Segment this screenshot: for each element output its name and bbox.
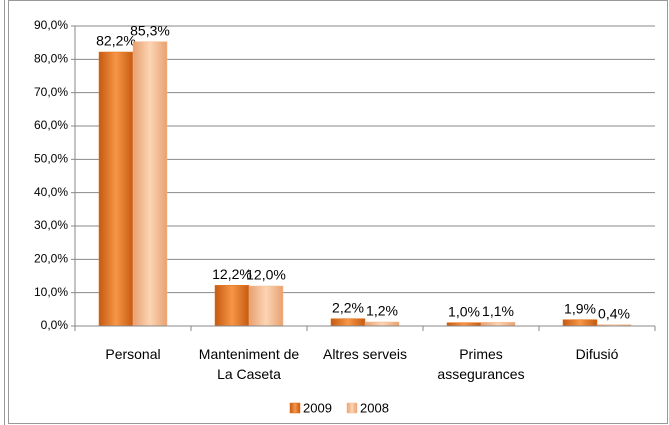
data-label: 85,3% bbox=[130, 22, 170, 38]
bar bbox=[248, 285, 284, 327]
y-tick-label: 90,0% bbox=[34, 18, 68, 32]
data-label: 0,4% bbox=[598, 305, 630, 321]
data-label: 1,1% bbox=[482, 303, 514, 319]
data-label: 1,9% bbox=[564, 300, 596, 316]
bar bbox=[132, 41, 168, 327]
x-tick-label: Personal bbox=[105, 346, 161, 362]
y-tick-label: 20,0% bbox=[34, 252, 68, 266]
bar bbox=[214, 285, 250, 327]
data-label: 82,2% bbox=[96, 33, 136, 49]
legend-swatch bbox=[289, 402, 301, 414]
data-label: 12,2% bbox=[212, 266, 252, 282]
data-label: 1,0% bbox=[448, 303, 480, 319]
data-label: 12,0% bbox=[246, 267, 286, 283]
bar bbox=[330, 318, 366, 327]
x-tick-label: Manteniment de La Caseta bbox=[198, 346, 300, 382]
y-tick-label: 30,0% bbox=[34, 218, 68, 232]
bar bbox=[562, 319, 598, 327]
bar bbox=[364, 321, 400, 327]
bar bbox=[480, 322, 516, 327]
y-tick-label: 0,0% bbox=[41, 318, 69, 332]
data-label: 1,2% bbox=[366, 303, 398, 319]
data-label: 2,2% bbox=[332, 299, 364, 315]
legend-swatch bbox=[346, 402, 358, 414]
y-tick-label: 40,0% bbox=[34, 185, 68, 199]
x-tick-label: Primes assegurances bbox=[437, 346, 525, 382]
x-tick-label: Difusió bbox=[575, 346, 619, 362]
bar bbox=[98, 51, 134, 327]
x-tick-label: Altres serveis bbox=[322, 346, 408, 362]
legend-label: 2009 bbox=[303, 400, 332, 415]
legend-label: 2008 bbox=[360, 400, 389, 415]
y-tick-label: 70,0% bbox=[34, 85, 68, 99]
y-tick-label: 50,0% bbox=[34, 152, 68, 166]
y-tick-label: 10,0% bbox=[34, 285, 68, 299]
y-tick-label: 60,0% bbox=[34, 118, 68, 132]
y-tick-label: 80,0% bbox=[34, 52, 68, 66]
chart-border bbox=[8, 0, 668, 424]
